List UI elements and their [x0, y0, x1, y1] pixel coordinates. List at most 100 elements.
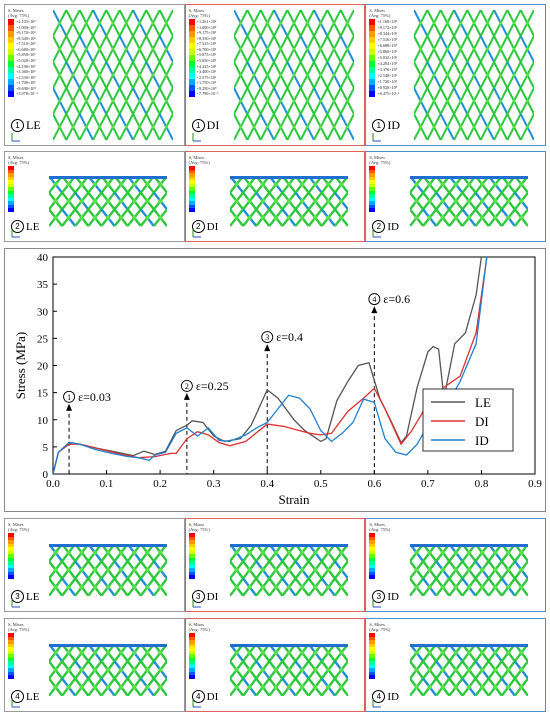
legend-swatch: [8, 543, 14, 547]
legend-swatch: [8, 19, 14, 25]
annotation-number-circle: [368, 293, 381, 306]
legend-swatch: [188, 543, 195, 547]
legend-swatch: [188, 557, 195, 561]
step-number-badge: 4: [11, 690, 24, 703]
y-tick-label: 40: [37, 252, 49, 264]
legend-value: +3.360×10¹: [16, 69, 36, 75]
legend-swatch: [8, 654, 14, 658]
legend-value: +7.789×10⁻¹: [196, 91, 219, 97]
legend-value: +1.100×10²: [377, 19, 397, 24]
legend-swatch: [188, 568, 195, 572]
legend-swatch: [188, 668, 195, 672]
legend-value: +8.350×10¹: [196, 35, 217, 41]
step-number-badge: 4: [191, 690, 205, 703]
panel-variant-name: ID: [387, 690, 399, 703]
legend-subtitle: (Avg: 75%): [188, 527, 210, 532]
contour-legend: S, Mises (Avg: 75%): [188, 522, 233, 579]
step-number-badge: 1: [372, 119, 386, 132]
legend-value: +1.720×10¹: [377, 79, 397, 84]
legend-value: +8.920×10⁰: [377, 85, 398, 90]
legend-swatch: [8, 647, 14, 651]
legend-swatch: [188, 49, 195, 55]
legend-swatch: [188, 180, 195, 184]
panel-variant-name: ID: [387, 590, 399, 603]
legend-swatch: [369, 661, 376, 665]
legend-swatch: [369, 636, 376, 640]
legend-swatch: [188, 31, 195, 37]
panel-4-di: S, Mises (Avg: 75%) 4 DI: [184, 618, 366, 712]
legend-subtitle: (Avg: 75%): [369, 527, 391, 532]
legend-title: S, Mises: [8, 155, 24, 160]
legend-swatch: [8, 67, 14, 73]
contour-legend: S, Mises (Avg: 75%): [8, 522, 52, 579]
legend-swatch: [369, 37, 376, 43]
legend-subtitle: (Avg: 75%): [188, 13, 210, 18]
annotation-text: ε=0.03: [78, 390, 111, 404]
panel-variant-name: DI: [206, 220, 219, 233]
legend-swatch: [369, 543, 376, 547]
panel-variant-name: DI: [206, 118, 220, 132]
panel-3-id: S, Mises (Avg: 75%) 3 ID: [365, 518, 547, 612]
annotation-arrow-icon: [183, 392, 190, 400]
legend-value: +9.175×10¹: [196, 30, 217, 36]
legend-subtitle: (Avg: 75%): [188, 160, 210, 165]
panel-label: 1 LE: [11, 118, 41, 133]
legend-swatch: [369, 187, 376, 191]
coordinate-axes-icon: [192, 133, 201, 142]
legend-swatch: [8, 554, 14, 558]
legend-value: +6.475×10⁻¹: [377, 91, 400, 96]
x-tick-label: 0.9: [528, 478, 542, 490]
panel-label: 3 DI: [191, 590, 219, 603]
legend-swatch: [188, 554, 195, 558]
legend-box: [422, 388, 514, 452]
annotation-number: 1: [67, 393, 71, 402]
annotation-text: ε=0.25: [196, 379, 229, 393]
panel-label: 4 ID: [372, 690, 399, 703]
legend-swatch: [188, 540, 195, 544]
legend-swatch: [369, 664, 376, 668]
lattice-structure-image: [49, 644, 167, 696]
lattice-structure-image: [410, 544, 529, 596]
legend-title: S, Mises: [188, 622, 205, 627]
panel-2-le: S, Mises (Avg: 75%) 2 LE: [4, 151, 185, 242]
panel-variant-name: ID: [387, 118, 401, 132]
y-axis-label: Stress (MPa): [13, 332, 28, 400]
chart-svg: 0.0 0.1 0.2 0.3 0.4 0.5 0.6 0.7 0.8 0.9 0 5 10 15 20 25…: [13, 252, 542, 507]
x-tick-label: 0.6: [367, 478, 381, 490]
legend-title: S, Mises: [8, 622, 24, 627]
y-tick-label: 5: [43, 442, 49, 454]
legend-swatch: [8, 547, 14, 551]
legend-swatch: [369, 31, 376, 37]
legend-swatch: [188, 661, 195, 665]
panel-row-3: S, Mises (Avg: 75%) 3 LE S, Mises (Avg: 75%) 3…: [4, 518, 547, 612]
panel-label: 1 DI: [191, 118, 220, 133]
legend-value: +2.548×10¹: [377, 73, 397, 78]
panel-label: 2 LE: [11, 220, 39, 233]
legend-swatch: [8, 561, 14, 565]
step-number-badge: 3: [11, 590, 24, 603]
legend-value: +8.340×10¹: [16, 35, 36, 41]
panel-variant-name: DI: [206, 590, 219, 603]
legend-swatch: [8, 91, 14, 97]
legend-value: +5.050×10¹: [196, 57, 217, 63]
legend-swatch: [8, 49, 14, 55]
coordinate-axes-icon: [192, 699, 201, 708]
legend-swatch: [369, 25, 376, 31]
coordinate-axes-icon: [372, 133, 382, 142]
panel-3-le: S, Mises (Avg: 75%) 3 LE: [4, 518, 185, 612]
panel-variant-name: LE: [26, 590, 40, 603]
legend-value: +1.000×10²: [196, 24, 217, 30]
legend-swatch: [188, 85, 195, 91]
legend-swatch: [369, 640, 376, 644]
legend-swatch: [369, 571, 376, 575]
x-tick-label: 0.2: [153, 478, 167, 490]
legend-title: S, Mises: [369, 8, 385, 13]
legend-swatch: [369, 643, 376, 647]
legend-value: +5.850×10¹: [16, 52, 36, 58]
legend-swatch: [188, 675, 195, 679]
legend-value: +3.376×10¹: [377, 67, 397, 72]
legend-title: S, Mises: [369, 155, 385, 160]
legend-swatch: [8, 575, 14, 579]
legend-swatch: [8, 533, 14, 537]
step-number-badge: 3: [372, 590, 386, 603]
